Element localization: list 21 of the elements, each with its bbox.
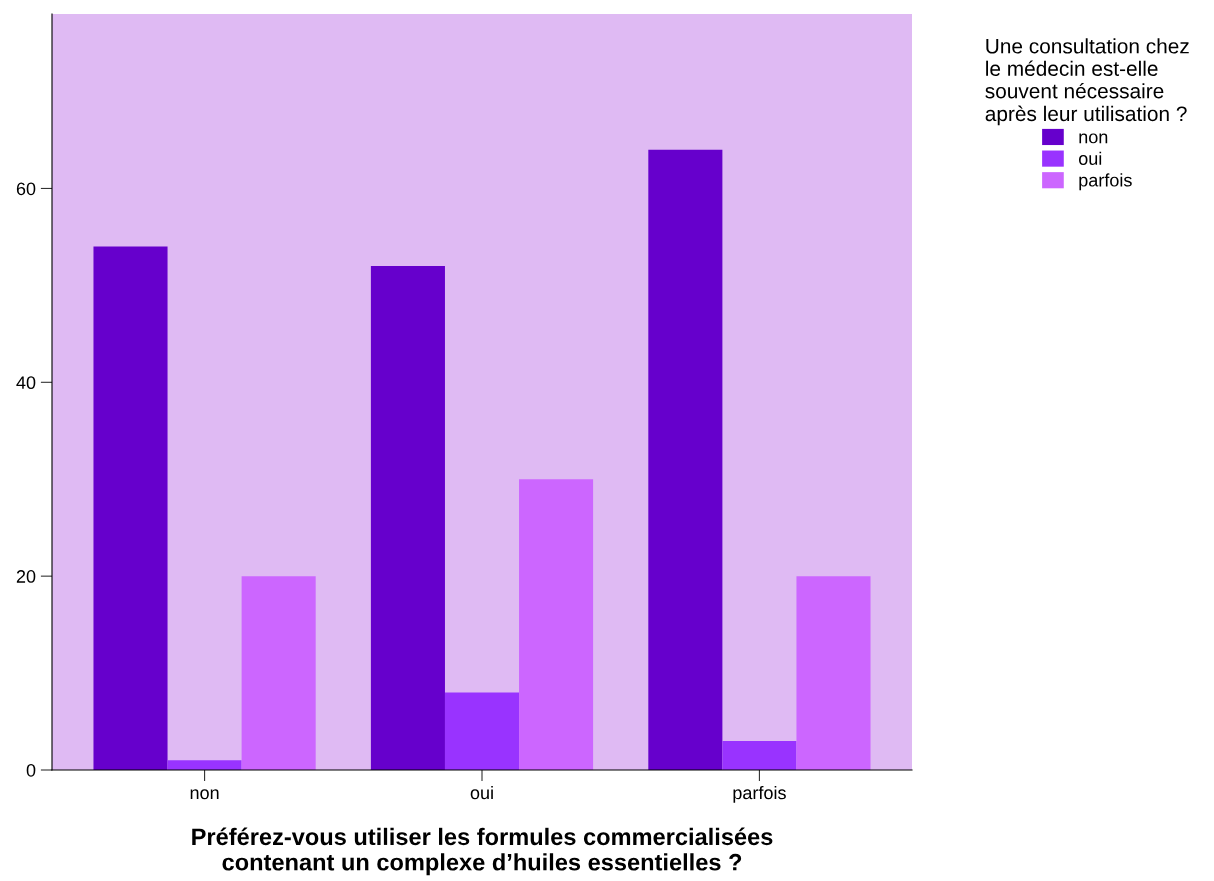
y-tick-label: 0	[26, 763, 36, 777]
y-tick-label: 60	[16, 182, 36, 196]
x-axis-title: Préférez-vous utiliser les formules commercialisées contenant un complexe d’huiles essentielles ?	[192, 827, 773, 876]
legend-label: non	[1079, 133, 1108, 144]
x-tick-label: oui	[470, 785, 493, 800]
bar	[444, 692, 520, 770]
bar	[167, 760, 242, 770]
legend-title: Une consultation chez le médecin est-elle souvent nécessaire après leur utilisation ?	[985, 38, 1189, 126]
x-tick-label: parfois	[733, 785, 786, 803]
y-tick-label: 40	[16, 376, 36, 390]
x-tick-label: non	[190, 789, 219, 800]
bar	[796, 576, 871, 770]
legend-label: parfois	[1079, 173, 1132, 191]
bar	[519, 479, 594, 770]
bar	[241, 576, 316, 770]
bar	[722, 740, 797, 770]
bar	[370, 266, 445, 770]
y-tick-label: 20	[16, 570, 36, 583]
bar	[93, 246, 168, 770]
bar	[648, 149, 723, 770]
legend-label: oui	[1078, 151, 1102, 165]
